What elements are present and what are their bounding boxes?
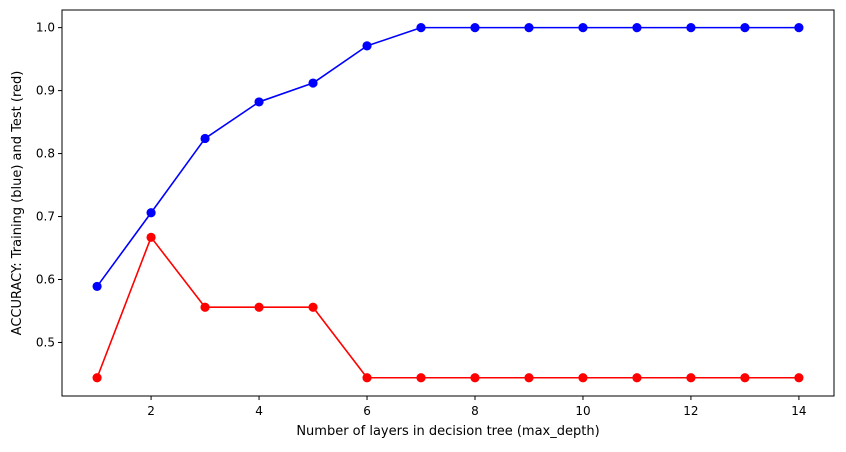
series-1-point [92, 281, 102, 292]
y-tick-label: 0.7 [36, 210, 55, 224]
series-2-point [416, 373, 426, 383]
series-1-point [686, 23, 696, 33]
x-axis-label: Number of layers in decision tree (max_d… [296, 424, 599, 439]
series-1-point [146, 208, 156, 218]
series-2-point [686, 373, 696, 383]
y-tick-label: 0.9 [36, 84, 55, 98]
y-tick-label: 0.8 [36, 147, 55, 161]
x-tick-label: 14 [791, 404, 806, 418]
series-2-point [200, 302, 210, 312]
series-1-point [794, 23, 804, 33]
series-2-point [362, 373, 372, 383]
series-1-point [524, 23, 534, 33]
series-2 [92, 232, 804, 383]
series-1 [92, 23, 804, 292]
series-2-point [578, 373, 588, 383]
series-1-point [416, 23, 426, 33]
series-2-point [524, 373, 534, 383]
series-2-point [632, 373, 642, 383]
series-1-point [200, 133, 210, 144]
series-2-point [92, 373, 102, 383]
series-1-point [632, 23, 642, 33]
series-1-point [254, 97, 264, 107]
y-axis-label: ACCURACY: Training (blue) and Test (red) [10, 71, 25, 336]
series-1-point [578, 23, 588, 33]
x-tick-label: 10 [575, 404, 590, 418]
plot-area [92, 23, 804, 383]
series-1-point [362, 41, 372, 51]
series-2-point [308, 302, 318, 312]
x-tick-label: 8 [471, 404, 479, 418]
plot-frame [61, 9, 835, 397]
series-2-line [96, 236, 799, 379]
series-2-point [794, 373, 804, 383]
x-tick-label: 12 [683, 404, 698, 418]
series-2-point [740, 373, 750, 383]
x-tick-label: 2 [147, 404, 155, 418]
series-2-point [254, 302, 264, 312]
y-axis-ticks: 0.5 0.6 0.7 0.8 0.9 1.0 [36, 21, 62, 349]
series-1-point [470, 23, 480, 33]
series-1-point [740, 23, 750, 33]
series-1-line [96, 26, 799, 287]
y-tick-label: 0.5 [36, 335, 55, 349]
series-2-point [470, 373, 480, 383]
series-2-point [146, 232, 156, 242]
series-1-point [308, 78, 318, 88]
x-tick-label: 4 [255, 404, 263, 418]
y-tick-label: 1.0 [36, 21, 55, 35]
x-axis-ticks: 2 4 6 8 10 12 14 [147, 396, 807, 418]
y-tick-label: 0.6 [36, 273, 55, 287]
x-tick-label: 6 [363, 404, 371, 418]
